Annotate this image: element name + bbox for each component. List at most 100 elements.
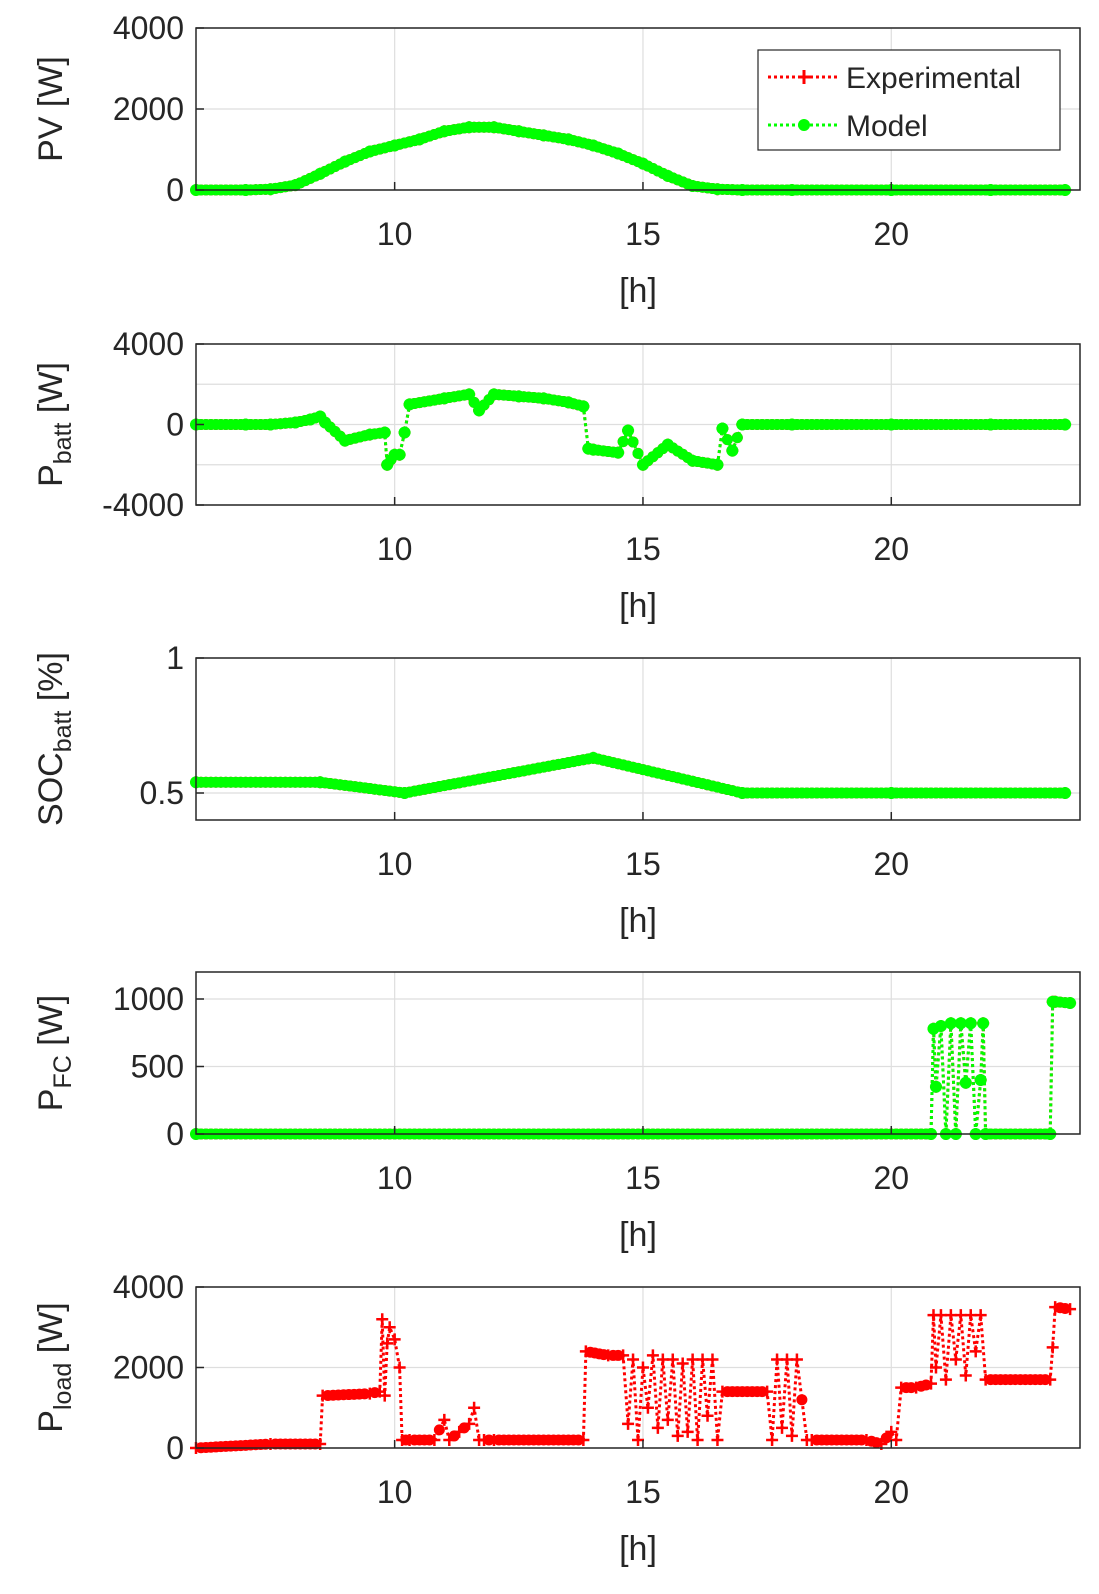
data-point: [934, 1020, 947, 1032]
data-point: [974, 1309, 987, 1322]
data-point: [385, 454, 397, 466]
data-point: [974, 1074, 987, 1086]
data-point: [701, 1409, 714, 1422]
data-point: [781, 419, 793, 430]
data-point: [384, 141, 396, 153]
data-point: [622, 424, 635, 437]
data-point: [939, 1373, 952, 1386]
data-point: [309, 170, 321, 182]
y-tick-label: 0: [166, 407, 184, 443]
data-point: [1059, 1302, 1071, 1314]
data-point: [711, 1433, 724, 1446]
y-tick-label: 2000: [113, 91, 184, 127]
legend-label: Experimental: [846, 62, 1021, 95]
data-point: [706, 1353, 719, 1366]
data-point: [388, 1333, 401, 1346]
x-tick-label: 10: [377, 1474, 413, 1510]
data-point: [334, 158, 346, 170]
data-point: [394, 786, 406, 798]
panel-fuel-cell: 10 15 20 0 500 1000 [h] PFC [W]: [32, 971, 1081, 1254]
x-tick-label: 15: [625, 531, 661, 567]
x-tick-label: 20: [873, 1474, 909, 1510]
x-tick-label: 15: [625, 846, 661, 882]
data-point: [409, 135, 421, 147]
data-point: [309, 776, 321, 788]
data-point: [731, 786, 743, 798]
data-point: [959, 1369, 972, 1382]
x-tick-label: 10: [377, 1160, 413, 1196]
panel-load: 10 15 20 0 2000 4000 [h] Pload [W]: [32, 1269, 1081, 1568]
data-point: [374, 427, 386, 439]
x-tick-label: 20: [873, 1160, 909, 1196]
data-point: [582, 753, 594, 765]
data-point: [726, 444, 739, 457]
data-point: [731, 432, 743, 444]
x-axis-label: [h]: [619, 1216, 657, 1254]
x-tick-label: 20: [873, 846, 909, 882]
data-point: [920, 1379, 932, 1391]
data-point: [954, 1017, 967, 1030]
data-point: [607, 446, 619, 458]
data-point: [508, 390, 520, 402]
data-point: [632, 156, 644, 168]
data-point: [284, 417, 296, 429]
data-point: [334, 430, 346, 442]
series-model: [190, 751, 1072, 799]
data-point: [617, 436, 629, 448]
legend-marker: [798, 119, 810, 131]
y-axis-label: Pload [W]: [32, 1302, 77, 1432]
y-axis-label: Pbatt [W]: [32, 362, 77, 487]
data-point: [776, 1421, 789, 1434]
data-point: [359, 148, 371, 160]
data-point: [855, 1434, 867, 1446]
data-point: [483, 394, 495, 406]
data-point: [929, 1080, 942, 1093]
y-tick-label: 4000: [113, 326, 184, 362]
data-point: [572, 1434, 584, 1446]
data-point: [657, 443, 669, 455]
data-point: [944, 1017, 957, 1030]
data-point: [433, 393, 445, 405]
data-point: [796, 1394, 808, 1406]
data-point: [598, 1349, 610, 1361]
x-tick-label: 10: [377, 216, 413, 252]
data-point: [400, 1434, 412, 1446]
legend: Experimental Model: [757, 49, 1061, 151]
data-point: [929, 1361, 942, 1374]
data-point: [870, 1437, 882, 1449]
y-tick-label: 2000: [113, 1350, 184, 1386]
data-point: [627, 436, 639, 448]
data-point: [398, 426, 411, 439]
data-point: [458, 1422, 470, 1434]
data-point: [508, 124, 520, 136]
data-point: [785, 1429, 798, 1442]
data-point: [369, 1387, 381, 1399]
data-point: [681, 1425, 694, 1438]
series-experimental: [190, 1301, 1077, 1454]
data-point: [612, 1349, 624, 1361]
data-point: [766, 1433, 779, 1446]
x-axis-label: [h]: [619, 587, 657, 625]
x-tick-label: 20: [873, 531, 909, 567]
data-point: [980, 419, 992, 430]
data-point: [905, 1382, 917, 1394]
data-point: [383, 1321, 396, 1334]
data-point: [676, 1357, 689, 1370]
legend-marker: [798, 70, 810, 84]
data-point: [682, 452, 694, 464]
data-point: [235, 419, 247, 430]
y-tick-label: 1: [166, 640, 184, 676]
data-point: [890, 1433, 903, 1446]
x-tick-label: 20: [873, 216, 909, 252]
y-tick-label: 0.5: [140, 775, 184, 811]
data-point: [572, 399, 584, 411]
data-point: [706, 458, 718, 470]
data-point: [627, 1353, 640, 1366]
data-point: [458, 389, 470, 401]
data-point: [393, 448, 406, 461]
data-point: [880, 419, 892, 430]
data-point: [682, 178, 694, 190]
data-point: [721, 434, 733, 446]
data-point: [448, 1430, 460, 1442]
